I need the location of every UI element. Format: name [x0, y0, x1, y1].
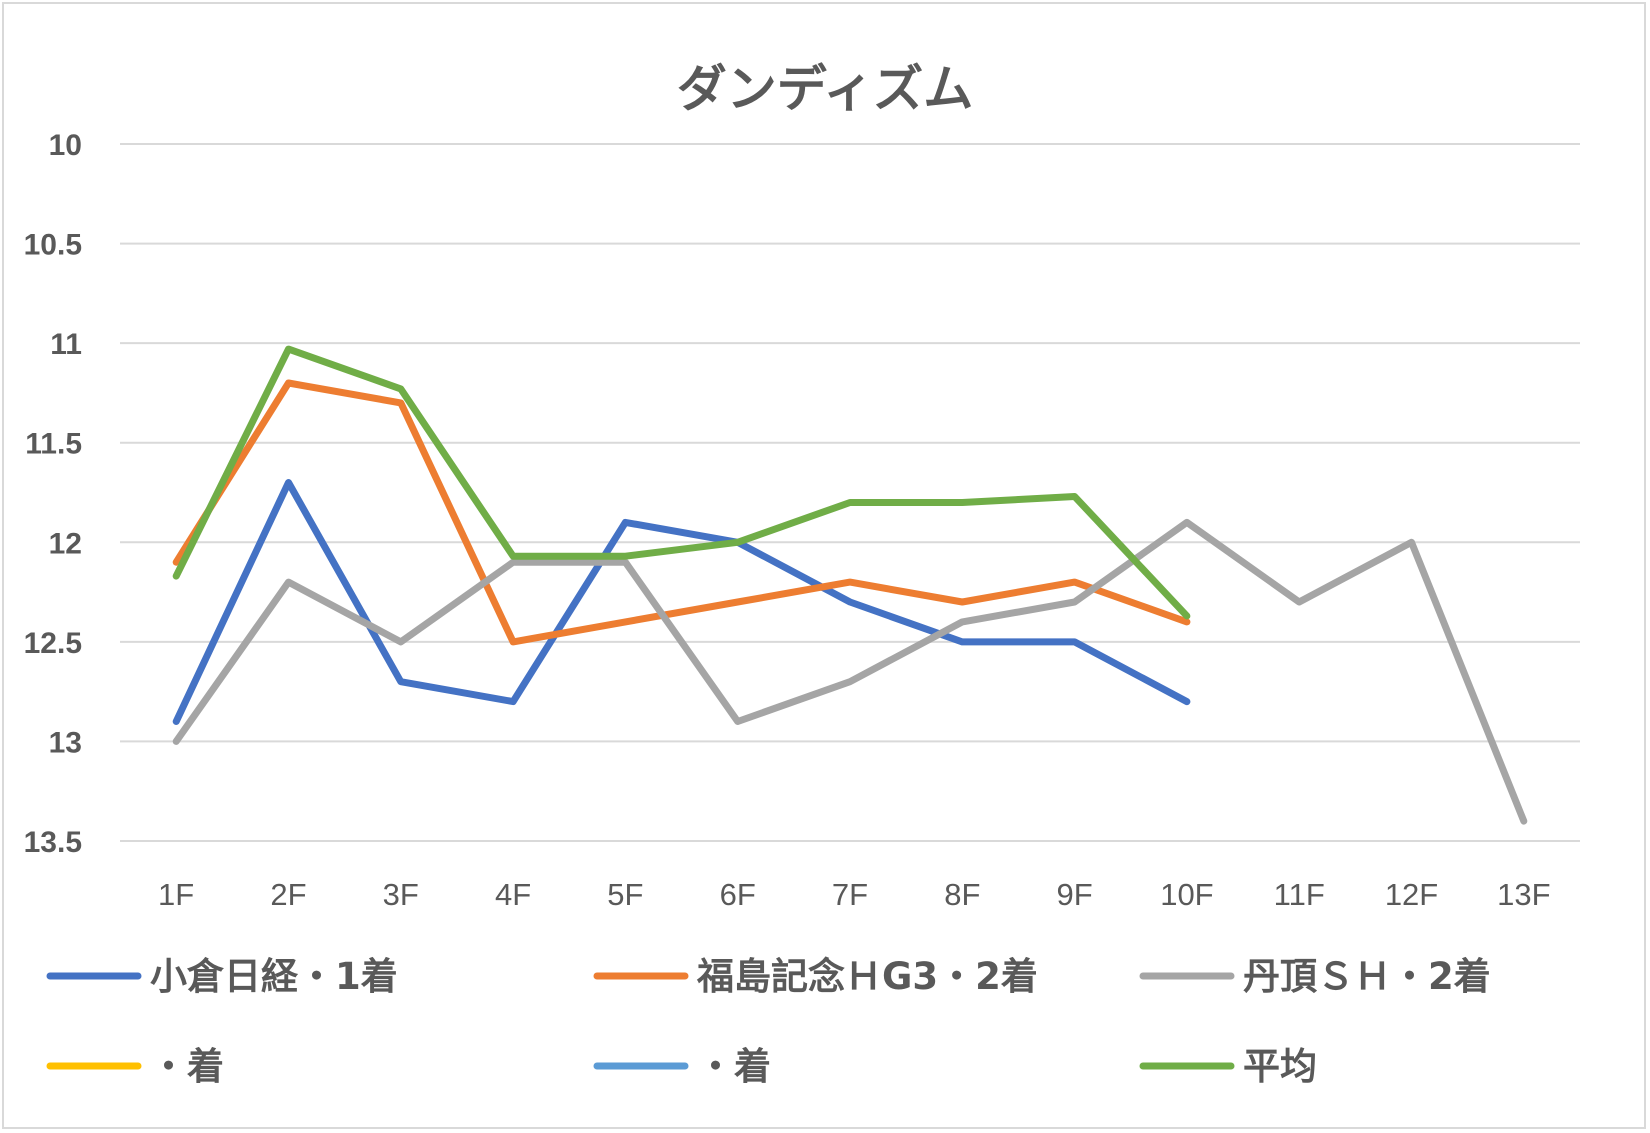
x-tick-label: 12F: [1385, 877, 1438, 912]
x-tick-label: 5F: [607, 877, 643, 912]
x-tick-label: 9F: [1057, 877, 1093, 912]
series-lines: [172, 345, 1528, 825]
y-tick-label: 11.5: [25, 428, 82, 461]
gridlines: [120, 143, 1580, 842]
y-tick-label: 12.5: [24, 627, 82, 660]
legend-label: 丹頂ＳＨ・2着: [1243, 955, 1491, 998]
series-line-1: [172, 379, 1191, 646]
legend-label: 福島記念ＨG3・2着: [696, 955, 1038, 998]
legend-label: 平均: [1243, 1045, 1317, 1088]
legend-entry: ・着: [593, 1045, 771, 1088]
legend: 小倉日経・1着 福島記念ＨG3・2着 丹頂ＳＨ・2着・着 ・着 平均: [46, 955, 1491, 1088]
legend-entry: 小倉日経・1着: [46, 955, 398, 998]
y-axis-ticks: 10 10.5 11 11.5 12 12.5 13 13.5: [24, 129, 82, 859]
x-tick-label: 11F: [1274, 877, 1325, 912]
x-tick-label: 1F: [158, 877, 194, 912]
chart-title: ダンディズム: [677, 60, 974, 118]
series-line-2: [172, 518, 1528, 825]
legend-label: ・着: [697, 1045, 771, 1088]
series-line-5: [172, 345, 1191, 620]
legend-label: 小倉日経・1着: [150, 955, 398, 998]
legend-entry: 福島記念ＨG3・2着: [593, 955, 1038, 998]
x-tick-label: 4F: [495, 877, 531, 912]
x-tick-label: 7F: [832, 877, 868, 912]
y-tick-label: 13.5: [24, 826, 82, 859]
y-tick-label: 11: [50, 328, 82, 361]
x-tick-label: 2F: [270, 877, 306, 912]
y-tick-label: 12: [49, 527, 82, 560]
y-tick-label: 13: [49, 726, 82, 759]
y-tick-label: 10: [49, 129, 82, 162]
x-tick-label: 13F: [1497, 877, 1550, 912]
legend-entry: 丹頂ＳＨ・2着: [1139, 955, 1491, 998]
legend-entry: 平均: [1139, 1045, 1317, 1088]
x-tick-label: 6F: [720, 877, 756, 912]
legend-entry: ・着: [46, 1045, 224, 1088]
y-tick-label: 10.5: [24, 229, 82, 262]
x-tick-label: 8F: [944, 877, 980, 912]
series-line-0: [172, 479, 1191, 725]
legend-label: ・着: [150, 1045, 224, 1088]
x-tick-label: 10F: [1160, 877, 1213, 912]
x-axis-ticks: 1F 2F 3F 4F 5F 6F 7F 8F 9F 10F 11F 12F 13F: [158, 877, 1550, 912]
x-tick-label: 3F: [383, 877, 419, 912]
